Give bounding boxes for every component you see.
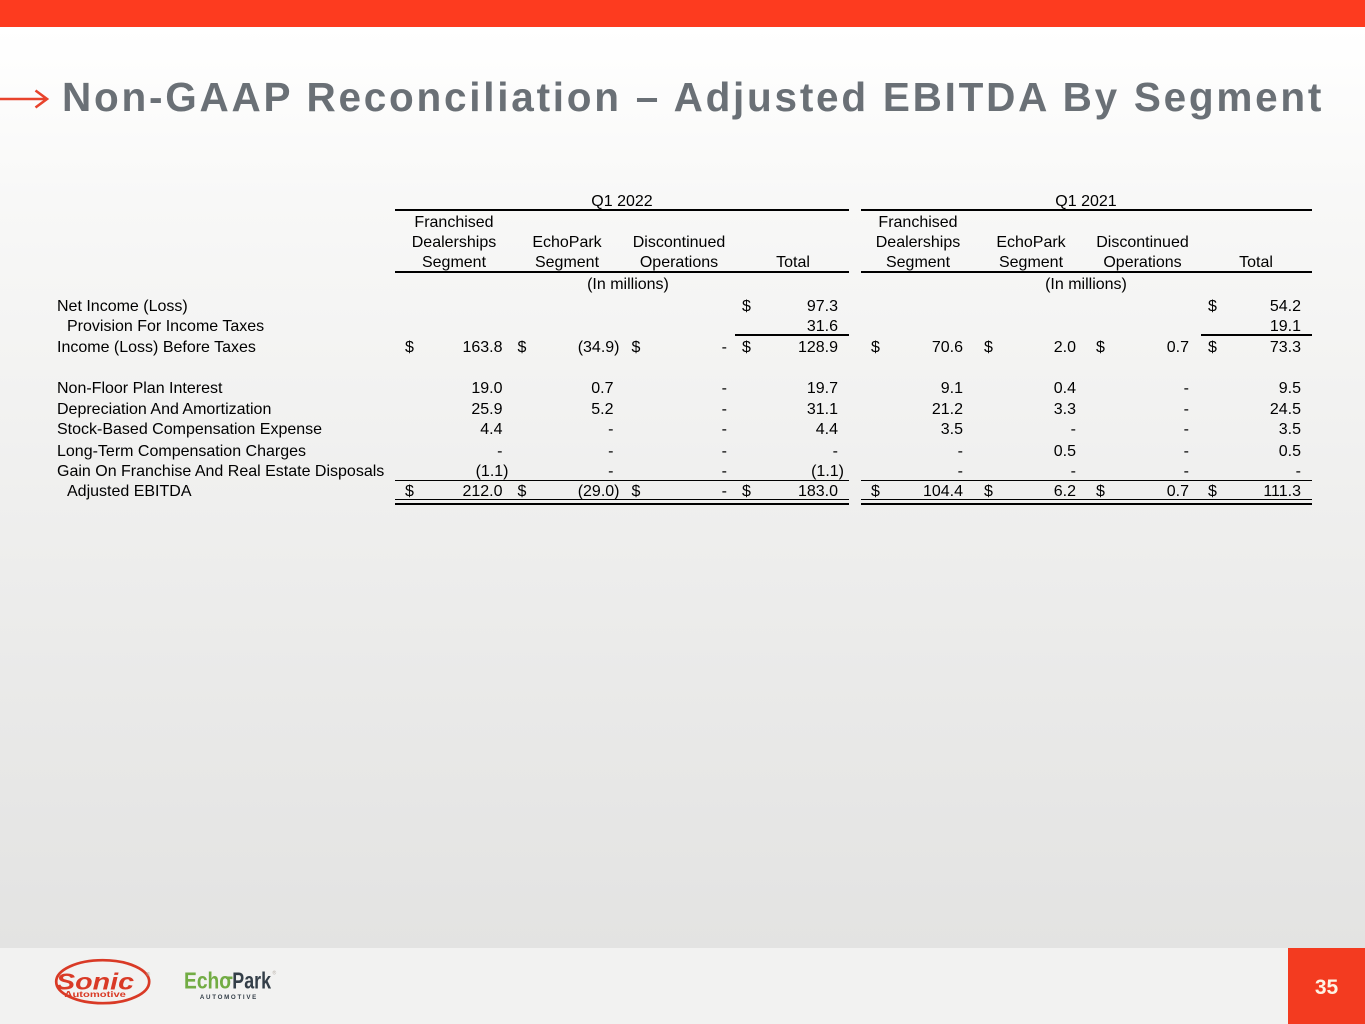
svg-text:AUTOMOTIVE: AUTOMOTIVE [200, 994, 256, 1001]
svg-text:Park: Park [232, 968, 271, 994]
svg-text:®: ® [147, 971, 151, 978]
svg-text:®: ® [273, 970, 277, 977]
svg-text:Echo: Echo [184, 968, 231, 994]
svg-text:Automotive: Automotive [64, 989, 126, 999]
svg-text:Sonic: Sonic [56, 969, 134, 995]
